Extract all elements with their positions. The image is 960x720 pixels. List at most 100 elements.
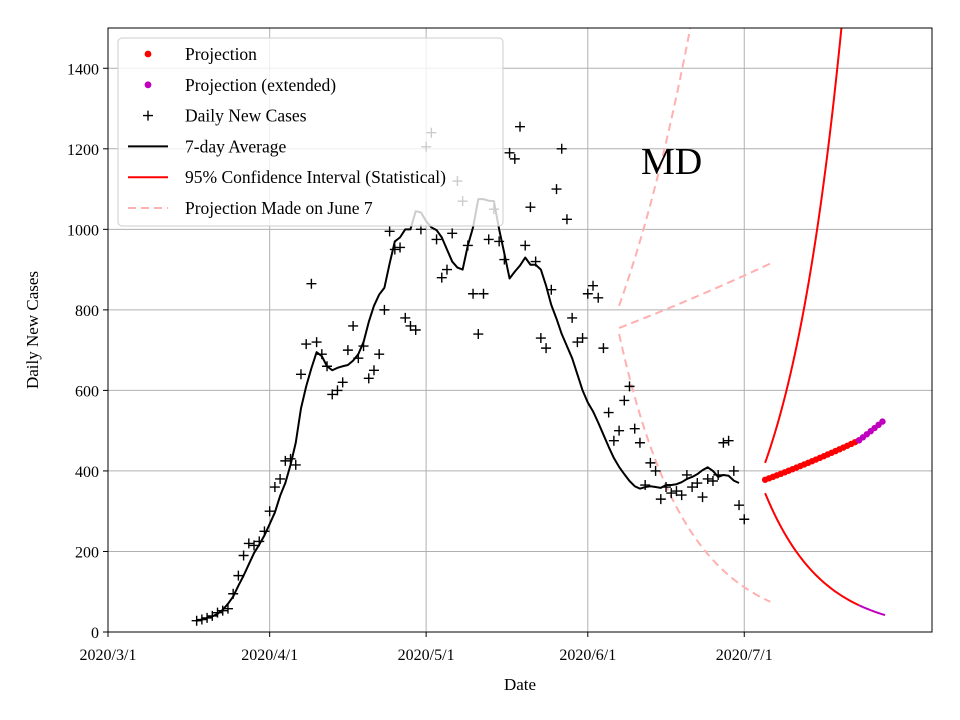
daily-case-point bbox=[666, 488, 677, 499]
june7-projection-upper-outer bbox=[618, 28, 692, 307]
daily-case-point bbox=[541, 343, 552, 354]
daily-case-point bbox=[593, 292, 604, 303]
daily-case-point bbox=[400, 312, 411, 323]
legend-box bbox=[117, 37, 504, 227]
daily-case-point bbox=[619, 395, 630, 406]
ticks: 2020/3/1 2020/4/1 2020/5/1 2020/6/1 2020/7/1… bbox=[67, 61, 773, 664]
daily-case-point bbox=[316, 349, 327, 360]
legend-plus-swatch bbox=[143, 110, 153, 121]
y-tick-label: 800 bbox=[75, 303, 99, 320]
legend: Projection Projection (extended) Daily New… bbox=[117, 37, 504, 227]
legend-label: 95% Confidence Interval (Statistical) bbox=[185, 167, 446, 187]
daily-case-point bbox=[384, 226, 395, 237]
legend-dot-swatch bbox=[144, 81, 152, 89]
daily-case-point bbox=[515, 121, 525, 132]
daily-case-point bbox=[202, 612, 213, 623]
daily-case-point bbox=[436, 272, 447, 283]
daily-case-point bbox=[546, 284, 557, 295]
daily-case-point bbox=[264, 506, 275, 517]
daily-case-point bbox=[650, 465, 661, 476]
daily-case-point bbox=[353, 353, 364, 364]
daily-case-point bbox=[723, 435, 734, 446]
daily-case-point bbox=[306, 278, 317, 289]
daily-case-point bbox=[728, 465, 739, 476]
x-axis-label: Date bbox=[504, 675, 536, 694]
confidence-interval-upper bbox=[764, 28, 843, 464]
daily-case-point bbox=[598, 343, 609, 354]
daily-case-point bbox=[249, 540, 260, 551]
daily-case-point bbox=[520, 240, 531, 251]
daily-case-point bbox=[608, 435, 619, 446]
legend-item: Projection Made on June 7 bbox=[128, 198, 373, 218]
state-label: MD bbox=[641, 141, 702, 183]
daily-case-point bbox=[661, 482, 672, 493]
daily-case-point bbox=[368, 365, 379, 376]
daily-case-point bbox=[447, 228, 458, 239]
daily-case-point bbox=[645, 457, 656, 468]
daily-case-point bbox=[228, 588, 239, 599]
daily-case-point bbox=[530, 256, 541, 267]
daily-case-point bbox=[535, 333, 546, 344]
daily-case-point bbox=[222, 603, 233, 614]
x-tick-label: 2020/4/1 bbox=[241, 647, 298, 664]
legend-label: Projection Made on June 7 bbox=[185, 198, 373, 218]
x-tick-label: 2020/7/1 bbox=[716, 647, 773, 664]
daily-case-point bbox=[348, 320, 359, 331]
daily-case-point bbox=[243, 538, 254, 549]
y-tick-label: 1200 bbox=[67, 142, 99, 159]
daily-case-point bbox=[707, 476, 718, 486]
daily-case-point bbox=[332, 385, 343, 396]
daily-case-point bbox=[295, 369, 306, 380]
daily-case-point bbox=[655, 494, 666, 505]
daily-case-point bbox=[478, 288, 489, 299]
daily-case-point bbox=[614, 425, 625, 436]
daily-case-point bbox=[358, 341, 369, 352]
daily-case-point bbox=[363, 373, 374, 384]
daily-case-point bbox=[634, 437, 645, 448]
daily-case-point bbox=[207, 610, 218, 621]
daily-case-point bbox=[322, 361, 333, 372]
y-tick-label: 1400 bbox=[67, 61, 99, 78]
legend-label: 7-day Average bbox=[185, 136, 286, 156]
y-tick-label: 1000 bbox=[67, 222, 99, 239]
daily-case-point bbox=[342, 345, 353, 356]
legend-item: Projection (extended) bbox=[144, 75, 336, 95]
june7-projection-lower bbox=[618, 333, 771, 603]
daily-case-point bbox=[275, 473, 286, 484]
daily-case-point bbox=[259, 526, 270, 537]
daily-case-point bbox=[280, 455, 291, 466]
legend-item: 95% Confidence Interval (Statistical) bbox=[128, 167, 446, 187]
daily-case-point bbox=[196, 614, 207, 625]
daily-case-point bbox=[640, 480, 651, 491]
daily-case-point bbox=[431, 234, 442, 245]
x-tick-label: 2020/6/1 bbox=[559, 647, 616, 664]
y-tick-label: 600 bbox=[75, 383, 99, 400]
legend-label: Daily New Cases bbox=[185, 106, 307, 126]
daily-case-point bbox=[718, 437, 729, 448]
daily-case-point bbox=[254, 536, 265, 547]
x-tick-label: 2020/5/1 bbox=[398, 647, 455, 664]
daily-case-point bbox=[285, 453, 296, 464]
daily-case-point bbox=[441, 264, 452, 275]
y-tick-label: 200 bbox=[75, 544, 99, 561]
daily-case-point bbox=[588, 280, 599, 291]
daily-case-point bbox=[525, 202, 536, 213]
daily-case-point bbox=[567, 312, 578, 323]
daily-case-point bbox=[734, 500, 745, 511]
daily-case-point bbox=[577, 333, 588, 344]
daily-case-point bbox=[217, 605, 228, 616]
y-tick-label: 0 bbox=[91, 625, 99, 642]
daily-case-point bbox=[499, 254, 510, 265]
june7-projection-upper-inner bbox=[618, 262, 771, 329]
daily-case-point bbox=[509, 153, 520, 164]
y-tick-label: 400 bbox=[75, 464, 99, 481]
daily-case-point bbox=[494, 236, 505, 247]
plot-frame bbox=[107, 27, 933, 633]
legend-item: Daily New Cases bbox=[143, 106, 307, 126]
confidence-interval-lower-extended bbox=[858, 604, 886, 617]
daily-case-point bbox=[629, 423, 640, 434]
daily-case-point bbox=[551, 184, 562, 195]
legend-item: Projection bbox=[144, 44, 257, 64]
y-axis-label: Daily New Cases bbox=[23, 271, 42, 389]
